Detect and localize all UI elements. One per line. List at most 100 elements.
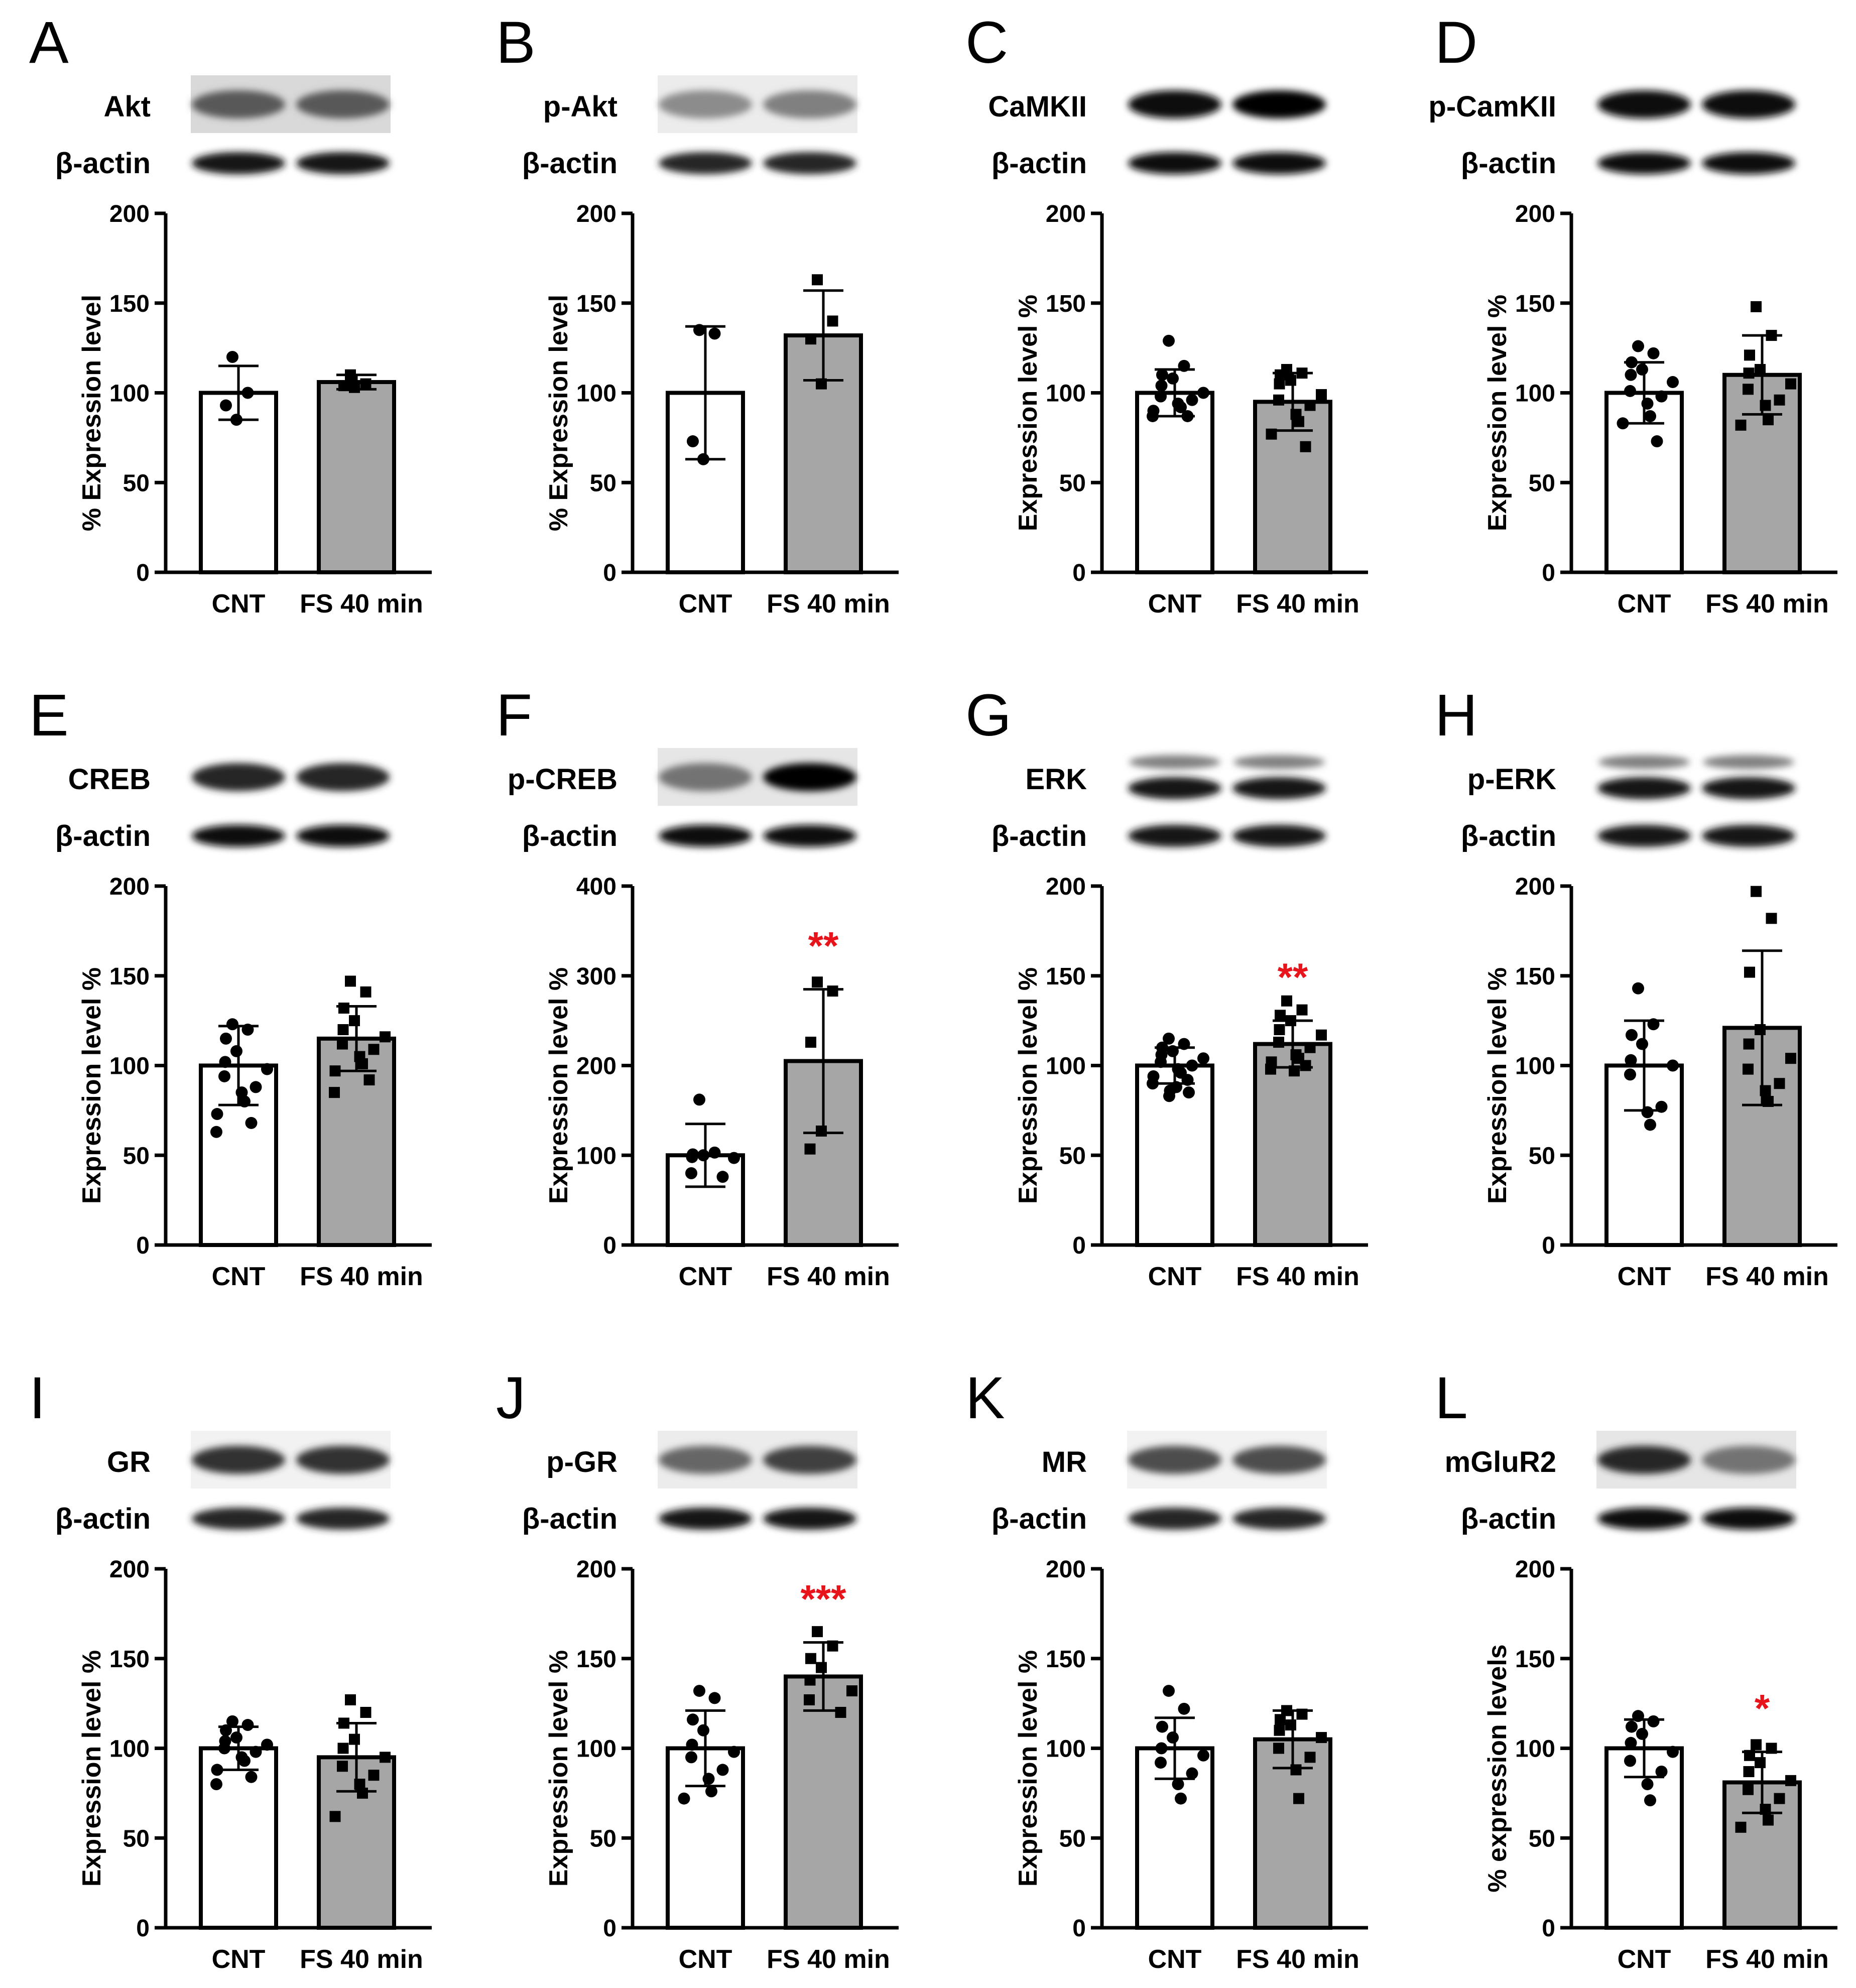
- data-point-fs40: [827, 985, 838, 997]
- data-point-cnt: [705, 1785, 717, 1798]
- x-tick-label: CNT: [1148, 1262, 1202, 1291]
- y-tick-label: 0: [603, 1232, 616, 1259]
- data-point-cnt: [241, 1719, 254, 1731]
- y-tick-label: 0: [1072, 1232, 1086, 1259]
- data-point-cnt: [226, 1018, 238, 1031]
- x-tick-label: FS 40 min: [1705, 589, 1829, 618]
- data-point-cnt: [1155, 1757, 1167, 1769]
- y-tick-label: 200: [109, 874, 150, 900]
- actin-label: β-actin: [992, 1503, 1087, 1535]
- actin-band: [1597, 1508, 1691, 1530]
- actin-band: [1597, 825, 1691, 847]
- data-point-cnt: [1632, 340, 1644, 352]
- actin-label: β-actin: [522, 1503, 617, 1535]
- protein-label: p-Akt: [543, 90, 617, 123]
- data-point-cnt: [1186, 394, 1198, 406]
- y-tick-label: 200: [1046, 1556, 1086, 1583]
- blot-band: [1232, 1446, 1326, 1474]
- data-point-cnt: [687, 1713, 699, 1726]
- blot-band: [1702, 777, 1795, 799]
- data-point-cnt: [1667, 376, 1679, 389]
- data-point-cnt: [1175, 401, 1187, 414]
- panel-a: A Akt β-actin 0 50 100 150 200 % Expression leve…: [29, 10, 432, 618]
- y-tick-label: 150: [1046, 291, 1086, 317]
- actin-label: β-actin: [992, 820, 1087, 852]
- panel-letter: G: [965, 682, 1012, 749]
- data-point-cnt: [238, 1755, 251, 1767]
- panel-letter: C: [965, 10, 1008, 76]
- data-point-fs40: [1743, 1766, 1755, 1777]
- data-point-fs40: [338, 1003, 349, 1014]
- actin-label: β-actin: [1461, 820, 1556, 852]
- significance-marker: **: [1278, 955, 1308, 999]
- data-point-cnt: [1183, 1086, 1195, 1099]
- data-point-fs40: [1755, 1024, 1766, 1035]
- blot-band: [1232, 90, 1326, 118]
- x-tick-label: FS 40 min: [300, 589, 423, 618]
- data-point-cnt: [1625, 1736, 1637, 1749]
- data-point-cnt: [1641, 1778, 1654, 1790]
- data-point-fs40: [337, 1761, 348, 1772]
- x-tick-label: CNT: [1618, 1945, 1671, 1974]
- data-point-fs40: [329, 1065, 341, 1077]
- y-axis-label: % Expression level: [77, 295, 106, 531]
- data-point-cnt: [728, 1746, 740, 1758]
- y-tick-label: 0: [136, 560, 150, 586]
- actin-band: [296, 152, 390, 174]
- actin-band: [1128, 152, 1221, 174]
- actin-band: [763, 825, 856, 847]
- actin-label: β-actin: [992, 147, 1087, 180]
- y-tick-label: 100: [109, 1736, 150, 1763]
- data-point-fs40: [357, 1787, 368, 1799]
- blot-band: [192, 1446, 285, 1474]
- y-tick-label: 150: [109, 1646, 150, 1673]
- data-point-cnt: [1155, 1056, 1167, 1068]
- data-point-cnt: [1186, 1059, 1198, 1072]
- data-point-fs40: [805, 1653, 816, 1664]
- data-point-cnt: [1155, 390, 1167, 403]
- data-point-fs40: [1293, 1793, 1304, 1804]
- panel-letter: J: [496, 1365, 526, 1431]
- data-point-fs40: [1281, 995, 1292, 1007]
- protein-label: CaMKII: [988, 90, 1087, 123]
- data-point-cnt: [728, 1152, 740, 1164]
- data-point-fs40: [1274, 1724, 1285, 1736]
- data-point-fs40: [349, 1733, 360, 1745]
- significance-marker: **: [808, 924, 839, 968]
- panel-d: Dp-CamKII β-actin 0 50 100 150 200 Expression l…: [1428, 10, 1837, 618]
- panel-e: E CREB β-actin 0 50 100 150 200 Expression level…: [29, 682, 432, 1291]
- data-point-fs40: [368, 1044, 380, 1055]
- actin-band: [1232, 825, 1326, 847]
- data-point-fs40: [1744, 966, 1755, 978]
- data-point-fs40: [1274, 378, 1285, 390]
- data-point-cnt: [1644, 1794, 1656, 1807]
- data-point-fs40: [1274, 1024, 1285, 1035]
- data-point-fs40: [1751, 301, 1762, 312]
- panel-i: I GR β-actin 0 50 100 150 200 Expression level %…: [29, 1365, 432, 1974]
- y-tick-label: 200: [1046, 874, 1086, 900]
- actin-band: [659, 152, 752, 174]
- data-point-fs40: [1304, 400, 1316, 411]
- data-point-cnt: [1163, 1685, 1175, 1697]
- blot-band-upper: [1129, 755, 1220, 769]
- data-point-fs40: [1785, 1053, 1796, 1064]
- data-point-fs40: [1743, 367, 1755, 379]
- y-tick-label: 0: [1542, 560, 1555, 586]
- x-tick-label: FS 40 min: [300, 1945, 423, 1974]
- x-tick-label: FS 40 min: [767, 1262, 890, 1291]
- data-point-cnt: [708, 1692, 721, 1704]
- data-point-fs40: [380, 1752, 391, 1763]
- y-tick-label: 0: [1542, 1232, 1555, 1259]
- blot-band: [1702, 90, 1795, 118]
- data-point-cnt: [1655, 1765, 1668, 1778]
- y-tick-label: 100: [1515, 381, 1555, 407]
- data-point-cnt: [678, 1792, 690, 1805]
- y-tick-label: 200: [109, 1556, 150, 1583]
- data-point-cnt: [250, 1081, 262, 1093]
- data-point-fs40: [804, 1694, 815, 1705]
- y-tick-label: 50: [123, 1825, 150, 1852]
- y-axis-label: Expression level %: [77, 967, 106, 1204]
- data-point-fs40: [1265, 1063, 1276, 1075]
- y-tick-label: 0: [136, 1915, 150, 1942]
- data-point-fs40: [1774, 1078, 1785, 1089]
